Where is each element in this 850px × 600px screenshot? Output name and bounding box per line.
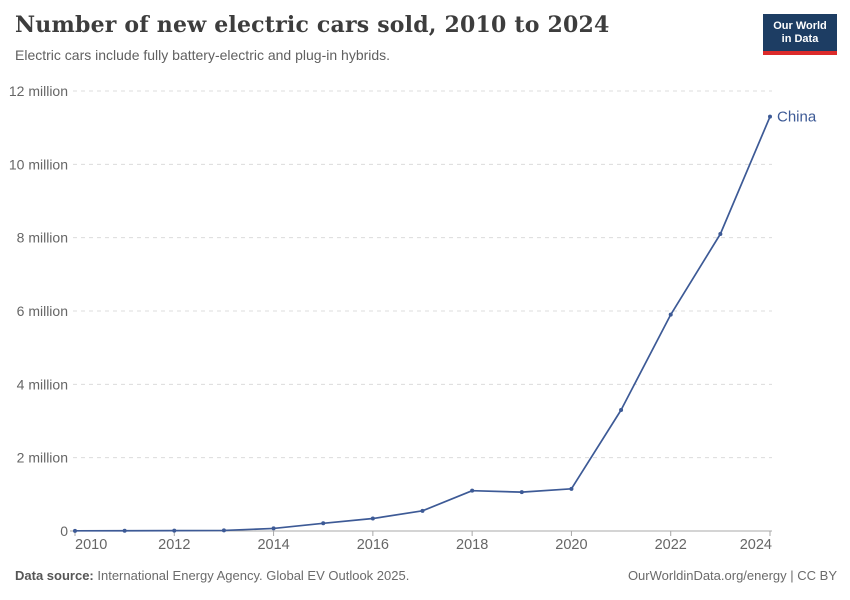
data-point bbox=[420, 508, 425, 513]
data-point bbox=[470, 488, 475, 493]
data-point bbox=[221, 528, 226, 533]
data-point bbox=[73, 528, 77, 533]
chart-title: Number of new electric cars sold, 2010 t… bbox=[15, 12, 610, 38]
owid-logo: Our World in Data bbox=[763, 14, 837, 55]
x-axis-tick-label: 2012 bbox=[158, 537, 190, 553]
data-point bbox=[370, 516, 375, 521]
y-axis-labels-group: 0 2 million 4 million 6 million 8 million 10 … bbox=[9, 83, 68, 539]
x-axis-tick-label: 2010 bbox=[75, 537, 107, 553]
data-source-label: Data source: bbox=[15, 568, 94, 583]
y-axis-tick-label: 10 million bbox=[9, 156, 68, 172]
owid-logo-line2: in Data bbox=[781, 33, 819, 45]
chart-footer: Data source: International Energy Agency… bbox=[15, 568, 837, 583]
y-axis-tick-label: 6 million bbox=[17, 303, 68, 319]
chart-subtitle: Electric cars include fully battery-elec… bbox=[15, 47, 391, 63]
data-source-note: Data source: International Energy Agency… bbox=[15, 568, 409, 583]
data-point bbox=[519, 490, 524, 495]
y-axis-tick-label: 0 bbox=[60, 523, 68, 539]
data-point bbox=[172, 528, 177, 533]
data-point bbox=[768, 114, 772, 119]
x-axis-tick-label: 2018 bbox=[456, 537, 488, 553]
data-line-china bbox=[74, 116, 771, 532]
x-axis-group: 2010 2012 2014 2016 2018 2020 2022 2024 bbox=[70, 530, 772, 553]
license-credit: OurWorldinData.org/energy | CC BY bbox=[627, 568, 837, 583]
x-axis-tick-label: 2016 bbox=[357, 537, 389, 553]
x-axis-tick-label: 2020 bbox=[555, 537, 587, 553]
data-series-group: China bbox=[73, 109, 817, 533]
y-axis-tick-label: 2 million bbox=[17, 450, 68, 466]
series-end-label: China bbox=[777, 109, 817, 126]
data-point bbox=[569, 486, 574, 491]
data-point bbox=[321, 521, 326, 526]
y-axis-tick-label: 12 million bbox=[9, 83, 68, 99]
y-axis-tick-label: 4 million bbox=[17, 376, 68, 392]
data-point bbox=[718, 232, 723, 236]
y-axis-tick-label: 8 million bbox=[17, 230, 68, 246]
x-axis-tick-label: 2024 bbox=[740, 537, 772, 553]
x-axis-tick-label: 2022 bbox=[655, 537, 687, 553]
data-point bbox=[668, 312, 673, 317]
owid-logo-line1: Our World bbox=[773, 20, 827, 32]
data-point bbox=[122, 528, 127, 533]
data-source-text: International Energy Agency. Global EV O… bbox=[97, 568, 410, 583]
x-axis-tick-label: 2014 bbox=[257, 537, 289, 553]
data-point bbox=[619, 408, 624, 412]
gridlines-group bbox=[73, 90, 772, 459]
data-point bbox=[271, 526, 276, 531]
